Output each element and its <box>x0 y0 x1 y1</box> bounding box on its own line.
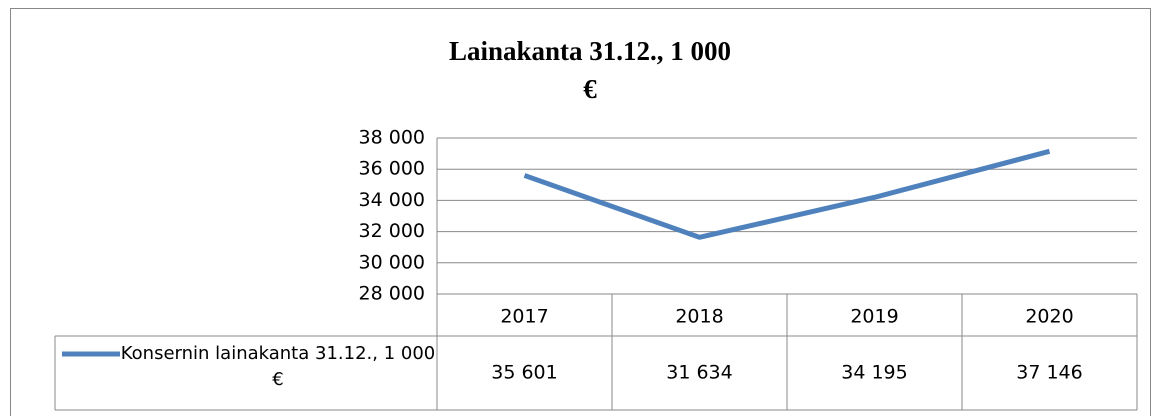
y-tick-label: 34 000 <box>359 189 425 211</box>
chart-border <box>10 8 1151 416</box>
x-tick-label: 2020 <box>1025 306 1073 328</box>
x-tick-label: 2018 <box>675 306 723 328</box>
y-tick-label: 38 000 <box>359 127 425 149</box>
table-value: 37 146 <box>1016 362 1082 384</box>
y-tick-label: 32 000 <box>359 220 425 242</box>
x-tick-label: 2017 <box>500 306 548 328</box>
y-tick-label: 36 000 <box>359 158 425 180</box>
series-line <box>523 148 1051 240</box>
table-value: 31 634 <box>666 362 732 384</box>
table-value: 35 601 <box>491 362 557 384</box>
chart-title: Lainakanta 31.12., 1 000 € <box>448 36 732 104</box>
x-tick-label: 2019 <box>850 306 898 328</box>
legend-label: Konsernin lainakanta 31.12., 1 000 € <box>120 343 436 390</box>
table-value: 34 195 <box>841 362 907 384</box>
y-tick-label: 30 000 <box>359 251 425 273</box>
y-tick-label: 28 000 <box>359 283 425 305</box>
